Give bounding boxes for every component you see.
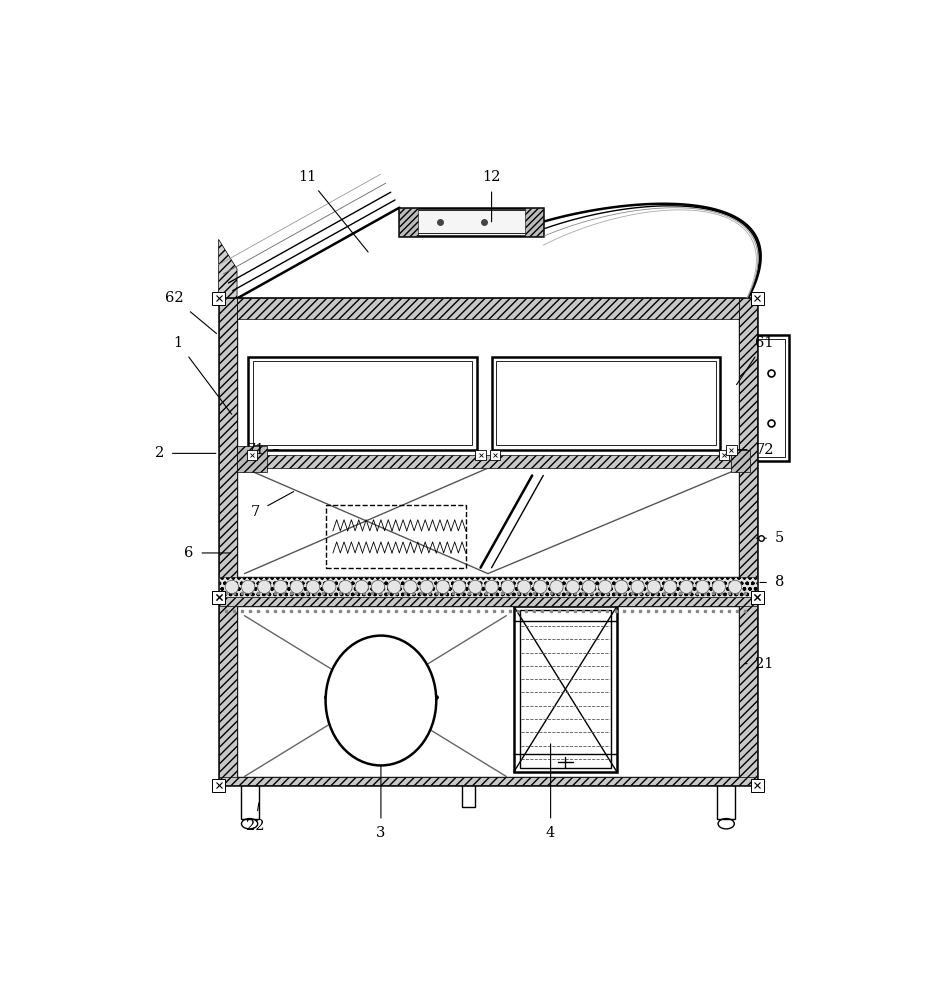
Bar: [219, 597, 757, 785]
Circle shape: [599, 580, 612, 594]
Circle shape: [436, 580, 449, 594]
Bar: [237, 298, 739, 577]
Bar: [731, 450, 750, 472]
Bar: [525, 208, 544, 236]
Bar: [719, 450, 729, 460]
Bar: [400, 208, 544, 236]
Circle shape: [696, 580, 709, 594]
Circle shape: [664, 580, 677, 594]
Circle shape: [226, 580, 239, 594]
Bar: [520, 610, 611, 768]
Bar: [252, 361, 472, 445]
Text: 3: 3: [376, 714, 386, 840]
Bar: [496, 361, 716, 445]
Bar: [401, 210, 542, 233]
Text: 61: 61: [737, 336, 774, 385]
Bar: [475, 450, 486, 460]
Bar: [212, 591, 226, 604]
Text: 12: 12: [483, 170, 501, 222]
Text: 4: 4: [546, 744, 555, 840]
Text: 22: 22: [247, 803, 265, 833]
Circle shape: [371, 580, 385, 594]
Bar: [219, 298, 237, 597]
Text: 6: 6: [185, 546, 230, 560]
Bar: [326, 505, 466, 568]
Bar: [248, 357, 477, 450]
Text: 71: 71: [247, 443, 279, 457]
Circle shape: [550, 580, 564, 594]
Bar: [490, 450, 501, 460]
Ellipse shape: [326, 636, 436, 765]
Bar: [219, 597, 757, 606]
Circle shape: [631, 580, 645, 594]
Bar: [739, 298, 757, 597]
Text: 1: 1: [173, 336, 231, 414]
Bar: [750, 292, 764, 305]
Circle shape: [339, 580, 352, 594]
Circle shape: [712, 580, 725, 594]
Bar: [514, 606, 617, 772]
Circle shape: [485, 580, 498, 594]
Bar: [237, 446, 267, 472]
Circle shape: [680, 580, 693, 594]
Bar: [219, 298, 757, 597]
Text: 2: 2: [155, 446, 216, 460]
Circle shape: [404, 580, 417, 594]
Circle shape: [307, 580, 320, 594]
Circle shape: [452, 580, 466, 594]
Circle shape: [290, 580, 304, 594]
Bar: [212, 779, 226, 792]
Text: 8: 8: [760, 575, 784, 589]
Bar: [237, 455, 739, 468]
Ellipse shape: [718, 819, 734, 829]
Bar: [750, 591, 764, 604]
Text: 62: 62: [165, 291, 216, 334]
Bar: [726, 445, 737, 455]
Circle shape: [420, 580, 433, 594]
Circle shape: [258, 580, 271, 594]
Bar: [247, 450, 257, 460]
Circle shape: [355, 580, 368, 594]
Bar: [237, 606, 739, 777]
Circle shape: [615, 580, 628, 594]
Circle shape: [566, 580, 580, 594]
Circle shape: [647, 580, 661, 594]
Bar: [212, 292, 226, 305]
Circle shape: [323, 580, 336, 594]
Circle shape: [274, 580, 288, 594]
Bar: [739, 597, 757, 785]
Bar: [757, 339, 785, 457]
Circle shape: [242, 580, 255, 594]
Bar: [219, 577, 757, 597]
Circle shape: [534, 580, 546, 594]
Text: 7: 7: [251, 492, 293, 519]
Text: 21: 21: [745, 657, 774, 671]
Text: 5: 5: [756, 531, 783, 545]
Bar: [717, 785, 735, 819]
Bar: [212, 591, 226, 604]
Bar: [750, 779, 764, 792]
Bar: [491, 357, 721, 450]
Bar: [237, 298, 739, 319]
Text: 11: 11: [298, 170, 368, 252]
Circle shape: [517, 580, 530, 594]
Bar: [219, 597, 237, 785]
Ellipse shape: [242, 819, 258, 829]
Bar: [219, 777, 757, 785]
Circle shape: [468, 580, 482, 594]
Bar: [754, 335, 789, 461]
Bar: [241, 785, 259, 819]
Bar: [750, 591, 764, 604]
Circle shape: [501, 580, 514, 594]
Circle shape: [387, 580, 401, 594]
Circle shape: [728, 580, 742, 594]
Circle shape: [583, 580, 596, 594]
Bar: [400, 208, 418, 236]
Text: 72: 72: [738, 443, 774, 457]
Bar: [462, 785, 475, 807]
Polygon shape: [219, 239, 237, 298]
